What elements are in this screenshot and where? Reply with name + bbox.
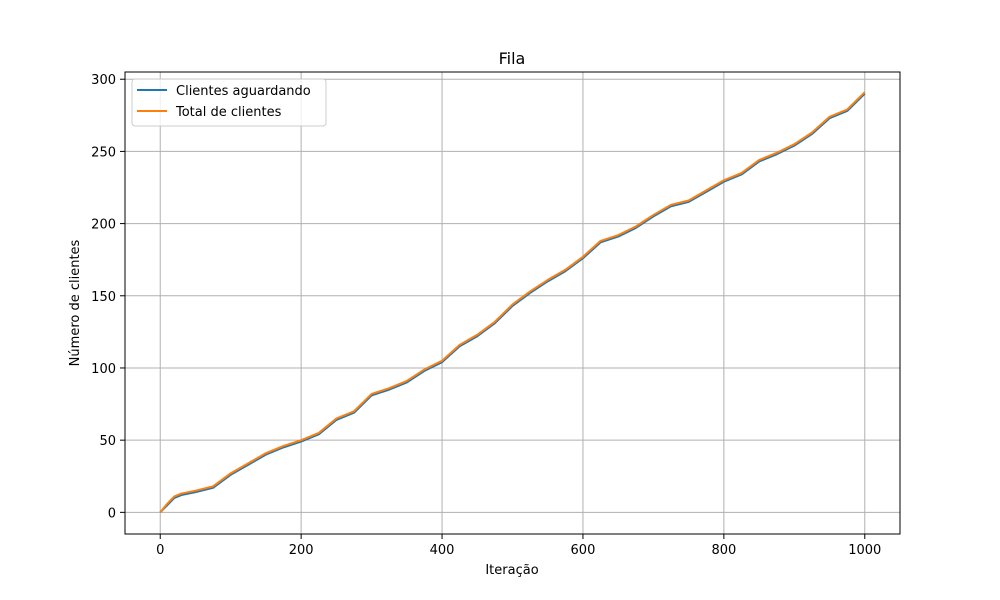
y-tick-label: 300 <box>91 73 116 88</box>
y-tick-label: 150 <box>91 290 116 305</box>
series-line-total-de-clientes <box>159 91 866 513</box>
legend-label-clientes-aguardando: Clientes aguardando <box>176 84 311 99</box>
x-tick-label: 1000 <box>848 543 881 558</box>
y-axis-label: Número de clientes <box>68 239 83 366</box>
series-line-clientes-aguardando <box>159 92 866 514</box>
x-tick-label: 400 <box>430 543 455 558</box>
x-axis-label: Iteração <box>485 563 538 578</box>
chart-title: Fila <box>499 49 526 68</box>
x-tick-label: 0 <box>156 543 164 558</box>
x-tick-label: 600 <box>571 543 596 558</box>
legend-label-total-de-clientes: Total de clientes <box>175 105 282 120</box>
grid <box>125 72 900 534</box>
plot-frame <box>124 71 901 535</box>
x-tick-label: 800 <box>711 543 736 558</box>
y-tick-label: 250 <box>91 145 116 160</box>
series-layer <box>159 91 866 514</box>
legend-box <box>131 78 327 127</box>
legend: Clientes aguardando Total de clientes <box>131 78 327 127</box>
x-tick-label: 200 <box>289 543 314 558</box>
y-tick-label: 100 <box>91 362 116 377</box>
y-tick-label: 200 <box>91 218 116 233</box>
y-tick-label: 0 <box>108 506 116 521</box>
ticks: 0 200 400 600 800 1000 0 50 100 150 200 250 300 <box>91 73 881 558</box>
y-tick-label: 50 <box>99 434 116 449</box>
